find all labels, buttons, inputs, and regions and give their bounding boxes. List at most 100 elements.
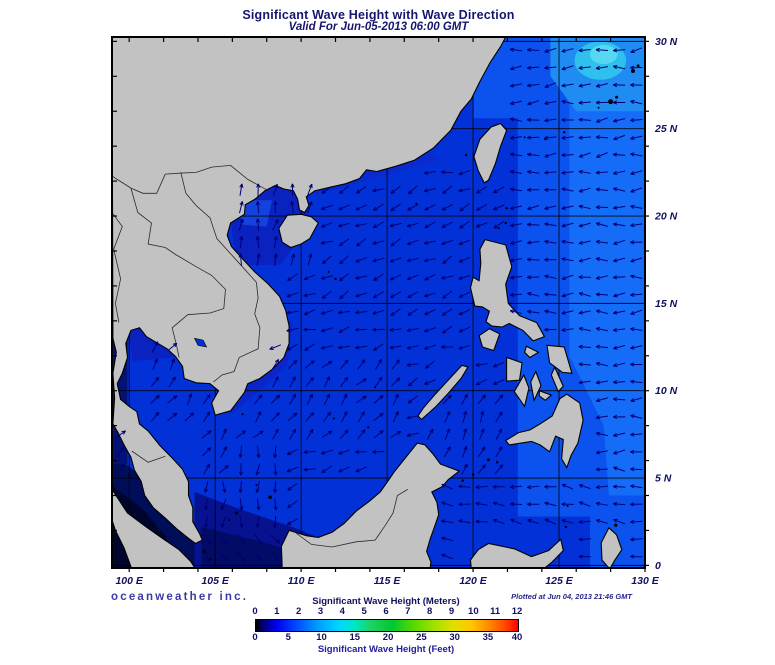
wave-arrow: [287, 273, 298, 281]
wave-arrow: [561, 135, 574, 140]
feet-tick: 30: [449, 632, 460, 643]
wave-arrow: [339, 429, 349, 440]
wave-arrow: [289, 428, 297, 440]
wave-arrow: [477, 446, 486, 458]
plotted-timestamp: Plotted at Jun 04, 2013 21:46 GMT: [511, 592, 632, 601]
wave-arrow: [527, 117, 540, 122]
wave-arrow: [290, 201, 295, 214]
island-dot: [504, 221, 507, 225]
wave-arrow: [458, 309, 471, 316]
wave-arrow: [307, 201, 313, 214]
wave-arrow: [441, 344, 454, 350]
wave-arrow: [389, 222, 402, 228]
wave-arrow: [630, 223, 643, 228]
wave-arrow: [338, 449, 350, 455]
wave-arrow: [202, 534, 212, 544]
wave-arrow: [544, 170, 557, 175]
wave-arrow: [273, 463, 278, 476]
wave-arrow: [442, 185, 453, 195]
lon-axis-label: 100 E: [115, 575, 143, 587]
valid-time-subtitle: Valid For Jun-05-2013 06:00 GMT: [288, 21, 469, 33]
wave-arrow: [390, 238, 401, 247]
wave-arrow: [305, 412, 315, 422]
lat-axis-label: 25 N: [654, 123, 678, 135]
wave-arrow: [307, 183, 313, 196]
wave-arrow: [255, 218, 261, 231]
wave-arrow: [612, 397, 626, 402]
wave-arrow: [255, 480, 260, 493]
wave-arrow: [630, 82, 643, 88]
wave-arrow: [303, 309, 316, 316]
land-bohol: [538, 389, 553, 402]
wave-arrow: [286, 343, 298, 351]
wave-arrow: [630, 257, 643, 263]
wave-arrow: [613, 518, 625, 525]
wave-arrow: [479, 428, 485, 441]
wave-arrow: [392, 393, 399, 406]
wave-arrow: [407, 185, 418, 195]
wave-arrow: [273, 253, 278, 266]
island-dot: [608, 99, 614, 105]
meters-tick: 3: [317, 606, 324, 617]
wave-arrow: [406, 222, 419, 228]
border-china-vietnam: [165, 164, 267, 191]
wave-arrow: [286, 327, 299, 333]
wave-arrow: [150, 411, 160, 422]
meters-tick: 10: [468, 606, 479, 617]
sea-patch-pacific-light-band: [569, 37, 645, 496]
wave-arrow: [561, 222, 574, 228]
wave-arrow: [375, 358, 383, 370]
wave-arrow: [458, 169, 471, 176]
wave-arrow: [527, 83, 540, 88]
wave-arrow: [272, 428, 279, 440]
wave-arrow: [578, 135, 591, 140]
wave-arrow: [458, 519, 471, 524]
wave-arrow: [595, 344, 609, 349]
land-panay: [506, 356, 523, 382]
wave-arrow: [527, 222, 540, 227]
wave-arrow: [475, 362, 488, 367]
wave-arrow: [544, 501, 557, 507]
wave-arrow: [320, 204, 333, 211]
island-dot: [566, 504, 569, 507]
wave-arrow: [355, 223, 368, 228]
wave-arrow: [273, 498, 278, 511]
land-sulawesi: [469, 538, 564, 568]
wave-arrow: [613, 466, 626, 472]
wave-arrow: [595, 47, 609, 52]
wave-arrow: [630, 309, 643, 315]
wave-arrow: [441, 204, 453, 211]
wave-arrow: [424, 204, 436, 211]
feet-tick: 20: [382, 632, 394, 643]
island-dot: [334, 277, 337, 281]
wave-arrow: [613, 327, 626, 333]
wave-arrow: [117, 463, 125, 475]
wave-arrow: [372, 221, 385, 229]
wave-arrow: [544, 222, 557, 227]
wave-arrow: [406, 239, 419, 246]
wave-arrow: [613, 118, 626, 123]
wave-arrow: [222, 480, 227, 493]
meters-tick: 0: [252, 606, 258, 617]
wave-arrow: [595, 275, 608, 280]
wave-arrow: [406, 362, 419, 367]
wave-arrow: [321, 430, 333, 439]
island-dot: [268, 495, 272, 500]
land-borneo: [280, 442, 461, 568]
meters-tick: 1: [274, 606, 280, 617]
wave-arrow: [595, 257, 608, 262]
wave-arrow: [527, 257, 540, 262]
wave-arrow: [458, 291, 471, 298]
land-sumatra: [112, 488, 196, 568]
wave-arrow: [391, 359, 400, 370]
wave-arrow: [527, 275, 540, 280]
wave-arrow: [595, 501, 609, 506]
wave-arrow: [613, 257, 626, 263]
wave-arrow: [509, 484, 523, 490]
colorbar-gradient: [255, 619, 519, 632]
wave-arrow: [630, 362, 643, 367]
wave-arrow: [218, 464, 229, 474]
wave-arrow: [476, 203, 488, 211]
land-hainan: [278, 213, 319, 249]
wave-arrow: [150, 376, 160, 387]
